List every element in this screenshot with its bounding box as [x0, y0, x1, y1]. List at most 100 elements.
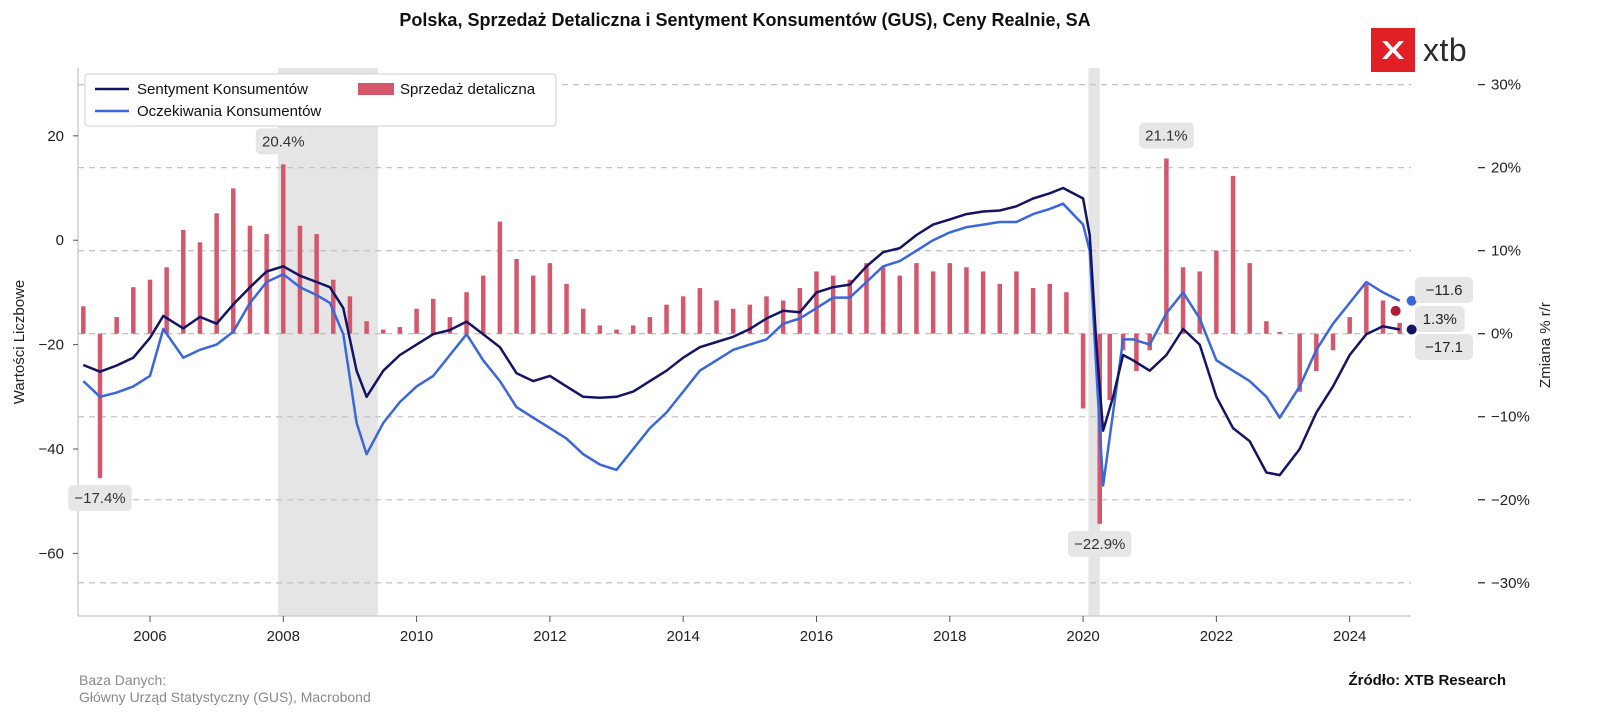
retail-sales-bar: [514, 258, 519, 334]
retail-sales-bar: [597, 325, 603, 334]
retail-sales-bar: [880, 267, 886, 334]
x-tick-label: 2014: [666, 628, 699, 645]
annotation-box: [255, 128, 311, 155]
left-tick-label: 20: [47, 128, 64, 145]
retail-sales-bar: [97, 333, 103, 479]
database-note: Baza Danych: Główny Urząd Statystyczny (…: [79, 672, 371, 706]
retail-sales-bar: [1347, 317, 1352, 334]
retail-sales-bar: [131, 287, 136, 334]
retail-sales-bar: [630, 325, 636, 334]
retail-sales-bar: [1330, 333, 1336, 351]
left-axis-label: Wartości Liczbowe: [11, 280, 28, 404]
retail-sales-bar: [1214, 250, 1219, 334]
retail-sales-bar: [281, 164, 286, 334]
retail-sales-bar: [1014, 271, 1019, 334]
retail-sales-bar: [1180, 267, 1186, 334]
retail-sales-bar: [1247, 263, 1252, 334]
retail-sales-bar: [164, 267, 169, 334]
x-tick-label: 2012: [533, 628, 566, 645]
expectations-line: [82, 202, 1401, 487]
shaded-period: [277, 68, 378, 616]
retail-sales-bar: [247, 225, 253, 334]
retail-sales-bar: [81, 306, 86, 334]
legend-label: Sprzedaż detaliczna: [400, 81, 536, 98]
right-tick-label: −30%: [1491, 575, 1530, 592]
retail-sales-bar: [964, 267, 969, 334]
left-tick-label: −60: [39, 545, 64, 562]
retail-sales-bar: [947, 263, 953, 334]
legend-label: Sentyment Konsumentów: [137, 81, 308, 98]
xtb-logo: xtb: [1371, 27, 1481, 73]
annotation-label: −22.9%: [1074, 536, 1125, 553]
retail-sales-bar: [664, 304, 669, 334]
x-tick-label: 2006: [133, 628, 166, 645]
series-end-marker: [1406, 295, 1417, 306]
series-end-marker: [1406, 324, 1417, 335]
retail-sales-bar: [564, 283, 569, 334]
end-label-box: [1415, 277, 1473, 303]
retail-sales-bar: [430, 298, 436, 334]
database-value: Główny Urząd Statystyczny (GUS), Macrobo…: [79, 689, 371, 705]
retail-sales-bar: [780, 300, 786, 334]
legend-swatch-bar: [358, 83, 394, 95]
annotation-label: 20.4%: [262, 133, 305, 150]
retail-sales-bar: [1277, 332, 1282, 334]
retail-sales-bar: [447, 317, 453, 334]
legend-box: [84, 73, 557, 127]
retail-sales-bar: [197, 242, 203, 334]
end-label: 1.3%: [1423, 311, 1457, 328]
series-end-marker: [1390, 305, 1401, 316]
retail-sales-bar: [214, 213, 219, 334]
retail-sales-bar: [1230, 175, 1236, 334]
x-tick-label: 2010: [400, 628, 433, 645]
end-label-box: [1415, 306, 1465, 332]
legend-label: Oczekiwania Konsumentów: [137, 103, 321, 120]
end-label: −17.1: [1425, 339, 1463, 356]
chart-title: Polska, Sprzedaż Detaliczna i Sentyment …: [399, 10, 1091, 30]
retail-sales-bar: [830, 275, 836, 334]
end-label: −11.6: [1426, 282, 1463, 299]
retail-sales-bar: [580, 308, 586, 334]
retail-sales-bar: [714, 300, 719, 334]
retail-sales-bar: [414, 308, 419, 334]
right-tick-label: −10%: [1491, 409, 1530, 426]
right-tick-label: −20%: [1491, 492, 1530, 509]
retail-sales-bar: [530, 275, 536, 334]
retail-sales-bar: [914, 263, 919, 334]
retail-sales-bar: [847, 279, 853, 334]
retail-sales-bar: [680, 296, 686, 334]
retail-sales-bar: [1297, 333, 1302, 392]
retail-sales-bar: [497, 221, 503, 334]
right-tick-label: 0%: [1491, 326, 1513, 343]
xtb-logo-text: xtb: [1423, 31, 1468, 68]
retail-sales-bar: [730, 308, 736, 334]
x-tick-label: 2020: [1066, 628, 1099, 645]
retail-sales-bar: [464, 292, 469, 334]
retail-sales-bar: [1380, 300, 1386, 334]
annotation-box: [68, 485, 132, 512]
retail-sales-bar: [1164, 158, 1169, 334]
retail-sales-bar: [814, 271, 819, 334]
retail-sales-bar: [314, 234, 319, 334]
left-tick-label: −20: [39, 337, 64, 354]
retail-sales-bar: [697, 288, 703, 334]
annotation-box: [1067, 530, 1132, 557]
retail-sales-bar: [347, 296, 353, 334]
x-tick-label: 2016: [800, 628, 833, 645]
retail-sales-bar: [980, 271, 986, 334]
retail-sales-bar: [1134, 333, 1139, 372]
retail-sales-bar: [897, 275, 903, 334]
retail-sales-bar: [1107, 333, 1112, 401]
retail-sales-bar: [647, 317, 653, 334]
retail-sales-bar: [1364, 283, 1369, 334]
retail-sales-bar: [364, 321, 369, 334]
retail-sales-bar: [547, 263, 553, 334]
retail-sales-bar: [1197, 271, 1202, 334]
retail-sales-bar: [764, 296, 769, 334]
right-tick-label: 10%: [1491, 243, 1521, 260]
retail-sales-bar: [181, 229, 186, 334]
retail-sales-bar: [1030, 288, 1036, 334]
retail-sales-bar: [747, 304, 753, 334]
